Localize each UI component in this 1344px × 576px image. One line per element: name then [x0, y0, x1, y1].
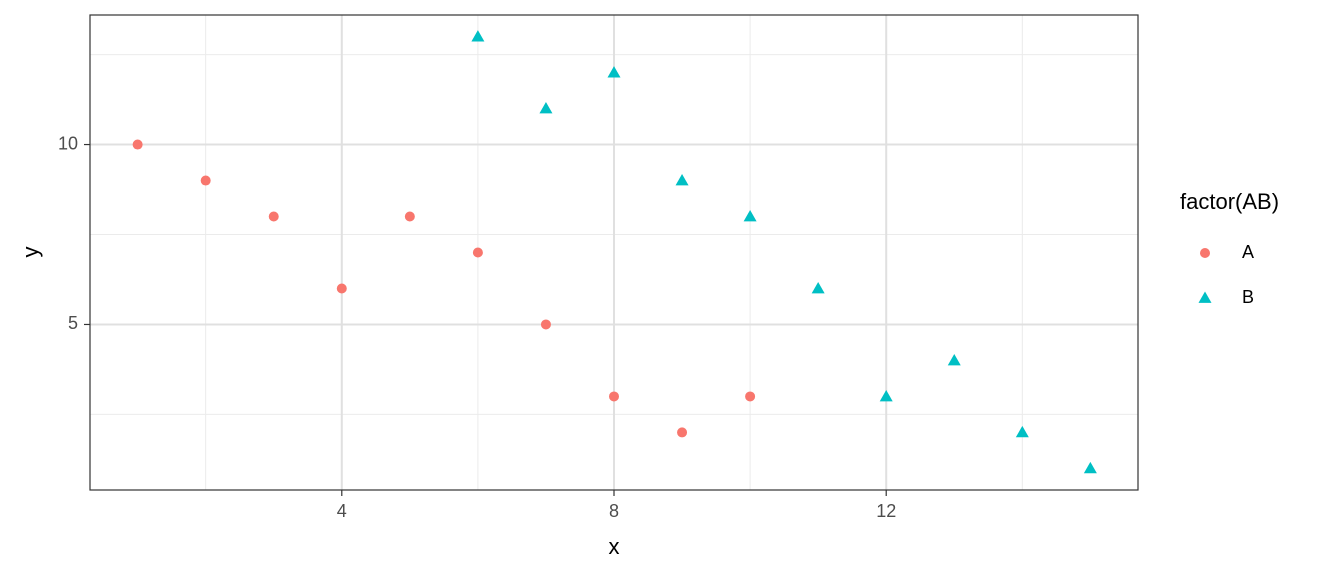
legend-label: A: [1242, 242, 1254, 262]
point: [811, 281, 825, 294]
marks: [132, 30, 1097, 474]
point: [609, 391, 619, 402]
point: [540, 319, 551, 330]
legend-title: factor(AB): [1180, 189, 1279, 214]
y-tick-label: 10: [58, 133, 78, 153]
x-tick-label: 8: [609, 501, 619, 521]
y-axis-title: y: [18, 247, 43, 258]
point: [879, 389, 893, 402]
x-axis-title: x: [609, 534, 620, 559]
point: [336, 283, 347, 294]
y-tick-label: 5: [68, 313, 78, 333]
point: [947, 353, 961, 366]
point: [200, 175, 211, 186]
point: [132, 139, 143, 150]
legend-key: [1198, 291, 1212, 303]
point: [743, 210, 757, 222]
x-tick-label: 12: [876, 501, 896, 521]
point: [472, 247, 483, 258]
point: [1015, 425, 1029, 438]
point: [539, 102, 553, 114]
point: [268, 211, 279, 222]
legend: AB: [1198, 242, 1254, 307]
point: [1083, 461, 1097, 474]
point: [675, 174, 689, 186]
point: [677, 427, 688, 438]
grid: [90, 15, 1138, 490]
point: [607, 66, 621, 78]
point: [471, 30, 485, 42]
x-tick-label: 4: [337, 501, 347, 521]
legend-key: [1200, 248, 1210, 258]
legend-label: B: [1242, 287, 1254, 307]
point: [745, 391, 756, 402]
point: [404, 211, 415, 222]
